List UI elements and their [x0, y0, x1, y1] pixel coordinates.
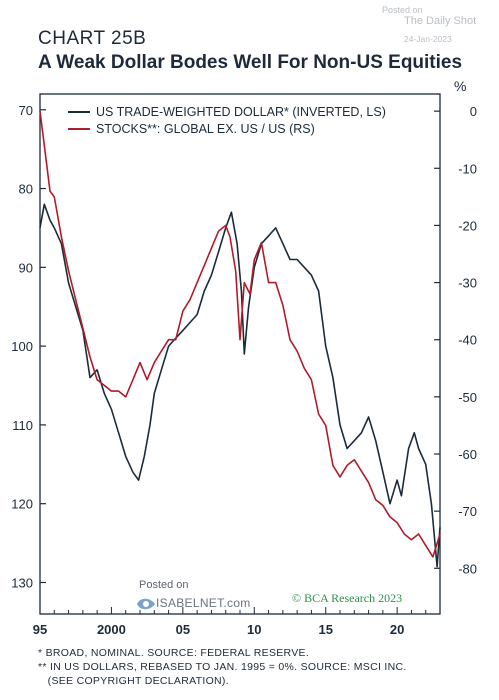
series-layer	[39, 111, 441, 568]
left-tick-label: 80	[19, 182, 33, 197]
left-tick-label: 90	[19, 260, 33, 275]
watermark-source: The Daily Shot	[404, 15, 477, 27]
x-tick-label: 95	[33, 622, 47, 637]
footnote-2: ** IN US DOLLARS, REBASED TO JAN. 1995 =…	[38, 661, 407, 673]
isabelnet-posted-on: Posted on	[139, 579, 189, 591]
legend-label: US TRADE-WEIGHTED DOLLAR* (INVERTED, LS)	[96, 105, 386, 119]
chart-label: CHART 25B	[38, 28, 147, 49]
right-tick-label: -30	[458, 276, 477, 291]
x-tick-label: 2000	[97, 622, 126, 637]
right-tick-label: -80	[458, 561, 477, 576]
watermark-date: 24-Jan-2023	[404, 34, 452, 44]
left-tick-label: 130	[11, 575, 33, 590]
plot-frame	[39, 93, 441, 615]
right-axis-unit: %	[454, 78, 467, 94]
x-tick-label: 20	[390, 622, 404, 637]
chart-title: A Weak Dollar Bodes Well For Non-US Equi…	[38, 52, 463, 73]
left-tick-label: 70	[19, 103, 33, 118]
x-axis: 95 2000 05 10 15 20	[33, 607, 441, 637]
left-tick-label: 110	[12, 418, 33, 433]
right-axis: 0 -10 -20 -30 -40 -50 -60 -70 -80	[434, 104, 477, 576]
footnote-3: (SEE COPYRIGHT DECLARATION).	[38, 675, 229, 687]
series-line-1	[39, 203, 441, 568]
watermark-posted-on: Posted on	[382, 5, 423, 15]
right-tick-label: -50	[458, 390, 477, 405]
right-tick-label: -20	[458, 218, 477, 233]
x-tick-label: 10	[247, 622, 261, 637]
footnote-1: * BROAD, NOMINAL. SOURCE: FEDERAL RESERV…	[38, 647, 310, 659]
legend: US TRADE-WEIGHTED DOLLAR* (INVERTED, LS)…	[68, 105, 386, 136]
legend-label: STOCKS**: GLOBAL EX. US / US (RS)	[96, 122, 315, 136]
isabelnet-brand: ISABELNET.com	[156, 596, 251, 610]
right-tick-label: -10	[458, 161, 477, 176]
x-tick-label: 15	[318, 622, 332, 637]
left-axis: 70 80 90 100 110 120 130	[11, 103, 46, 590]
series-line-2	[39, 111, 441, 558]
isabelnet-logo-icon	[137, 598, 155, 610]
left-tick-label: 120	[11, 497, 33, 512]
bca-credit: © BCA Research 2023	[292, 591, 403, 605]
right-tick-label: 0	[470, 104, 477, 119]
right-tick-label: -40	[458, 333, 477, 348]
right-tick-label: -70	[458, 504, 477, 519]
left-tick-label: 100	[11, 339, 33, 354]
x-tick-label: 05	[176, 622, 190, 637]
right-tick-label: -60	[458, 447, 477, 462]
footnotes: * BROAD, NOMINAL. SOURCE: FEDERAL RESERV…	[38, 646, 407, 688]
